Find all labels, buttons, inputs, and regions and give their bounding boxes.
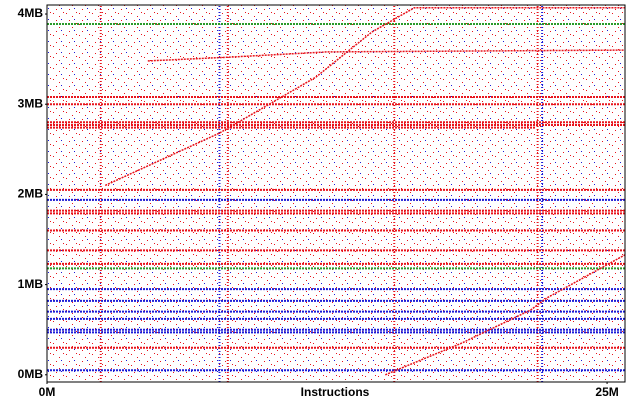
access-streak: [384, 254, 626, 376]
x-axis-label: Instructions: [301, 385, 370, 399]
y-tick-label: 3MB: [18, 96, 44, 110]
plot-frame: [46, 4, 626, 383]
y-tick-label: 1MB: [18, 277, 44, 291]
y-tick-label: 4MB: [18, 6, 44, 20]
access-streak: [147, 49, 626, 62]
access-streak: [104, 6, 625, 187]
x-tick-label: 25M: [595, 385, 618, 399]
y-tick-label: 0MB: [18, 367, 44, 381]
y-tick-label: 2MB: [18, 187, 44, 201]
x-tick-label: 0M: [39, 385, 56, 399]
